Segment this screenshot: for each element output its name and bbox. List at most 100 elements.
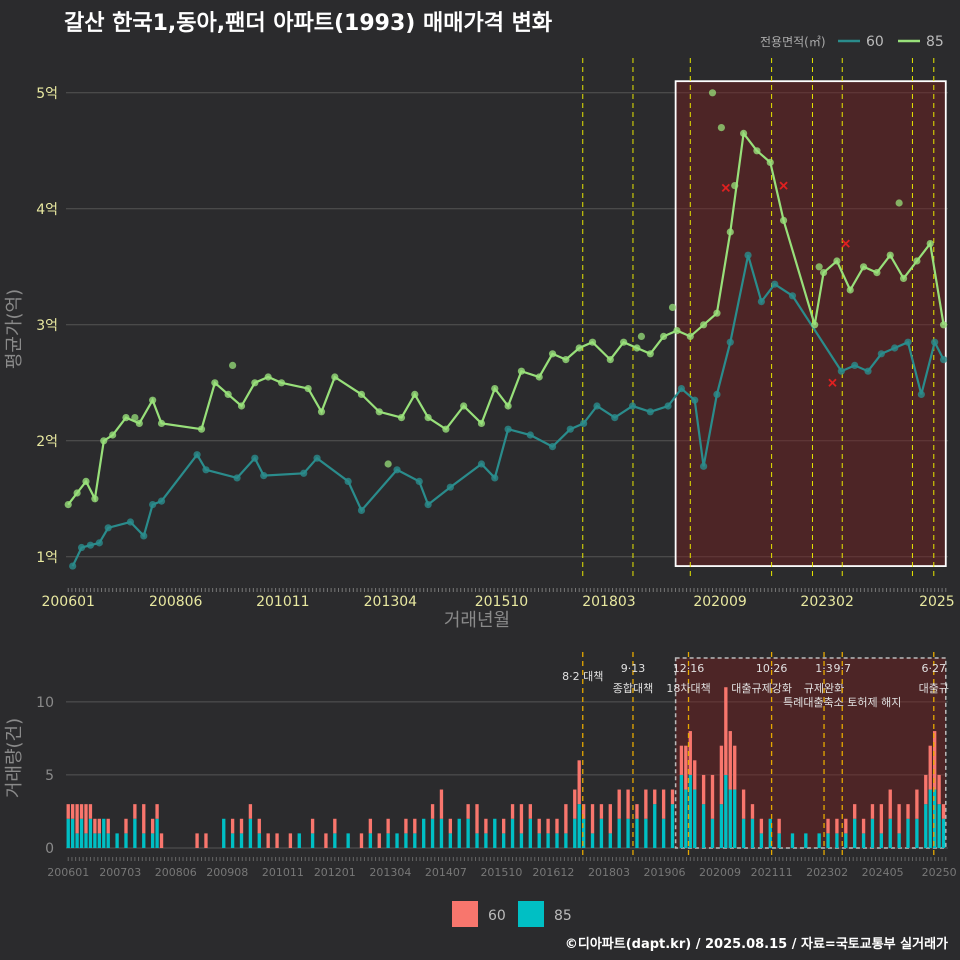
volume-bar-60 <box>159 833 164 848</box>
volume-bar-85 <box>422 818 426 848</box>
point-85 <box>135 419 143 427</box>
volume-bar-85 <box>710 818 715 848</box>
point-85 <box>535 373 543 381</box>
volume-bar-85 <box>257 833 261 848</box>
point-60 <box>157 497 166 505</box>
point-85 <box>64 501 72 509</box>
point-85-extra <box>384 460 392 468</box>
x-tick-label-volume: 20250 <box>922 866 957 879</box>
volume-bar-60 <box>661 789 666 819</box>
point-60 <box>611 414 619 422</box>
cancelled-marker <box>721 183 730 193</box>
point-60 <box>344 477 352 485</box>
point-85 <box>264 373 272 381</box>
volume-bar-60 <box>510 804 515 819</box>
volume-bar-85 <box>661 818 666 848</box>
point-85-extra <box>229 361 237 369</box>
volume-bar-85 <box>768 818 772 848</box>
point-60 <box>691 396 699 404</box>
x-tick-label-volume: 200703 <box>99 866 141 879</box>
volume-bar-85 <box>937 804 941 848</box>
x-tick-label-volume: 201011 <box>262 866 304 879</box>
cancelled-stroke <box>828 378 837 387</box>
point-85 <box>82 477 90 485</box>
volume-bar-85 <box>448 833 453 848</box>
volume-bar-85 <box>924 804 928 848</box>
point-85 <box>939 321 948 329</box>
point-85 <box>122 414 130 422</box>
point-60 <box>757 298 765 306</box>
legend-title: 전용면적(㎡) <box>760 35 826 49</box>
point-85 <box>779 216 788 224</box>
volume-bar-85 <box>102 818 106 848</box>
volume-bar-85 <box>484 833 488 848</box>
point-85 <box>442 425 450 433</box>
volume-bar-85 <box>430 818 435 848</box>
volume-bar-85 <box>475 833 479 848</box>
point-60 <box>504 425 512 433</box>
volume-bar-60 <box>844 818 848 834</box>
point-85 <box>766 158 774 166</box>
policy-date: 9·13 <box>621 662 646 675</box>
point-85 <box>686 332 694 340</box>
point-85 <box>726 228 734 236</box>
volume-bar-60 <box>741 789 746 819</box>
volume-bar-60 <box>888 789 892 819</box>
point-60 <box>548 443 557 451</box>
policy-name: 대출규제강화 <box>731 682 792 695</box>
point-60 <box>77 543 86 552</box>
point-85 <box>331 373 339 381</box>
volume-bar-85 <box>75 833 79 848</box>
volume-bar-85 <box>79 818 84 848</box>
volume-bar-60 <box>484 818 488 834</box>
x-tick-label-volume: 202111 <box>751 866 793 879</box>
volume-bar-85 <box>577 804 581 848</box>
volume-bar-60 <box>537 818 541 834</box>
point-60 <box>566 425 574 433</box>
point-60 <box>313 454 321 462</box>
policy-date: 12·16 <box>673 662 705 675</box>
volume-bar-60 <box>519 804 524 834</box>
point-85 <box>811 321 819 329</box>
volume-bar-60 <box>733 745 737 790</box>
volume-bar-60 <box>861 818 866 834</box>
volume-bar-85 <box>879 833 884 848</box>
cancelled-marker <box>779 181 788 190</box>
volume-bar-60 <box>204 833 208 848</box>
volume-bar-60 <box>502 818 506 834</box>
volume-bar-85 <box>733 789 737 848</box>
legend-label-85: 85 <box>926 34 944 50</box>
volume-bar-60 <box>915 789 919 819</box>
point-85 <box>819 269 828 277</box>
volume-bar-60 <box>324 833 328 848</box>
x-tick-label: 2025 <box>919 594 955 610</box>
point-85 <box>424 414 432 422</box>
volume-bar-85 <box>150 833 155 848</box>
volume-bar-60 <box>288 833 293 848</box>
volume-bar-85 <box>724 774 728 848</box>
x-tick-label: 202009 <box>693 594 746 610</box>
point-85 <box>873 269 881 277</box>
x-tick-label-volume: 200601 <box>47 866 89 879</box>
volume-bar-85 <box>933 789 937 848</box>
volume-bar-85 <box>97 833 101 848</box>
volume-bar-60 <box>617 789 621 819</box>
point-60 <box>891 344 899 352</box>
point-85 <box>833 257 841 265</box>
volume-bar-60 <box>577 760 581 805</box>
point-60 <box>526 431 534 439</box>
point-85 <box>646 350 654 358</box>
volume-bar-60 <box>573 789 577 819</box>
point-60 <box>126 518 135 526</box>
volume-bar-60 <box>275 833 279 848</box>
volume-bar-60 <box>93 818 97 834</box>
volume-bar-85 <box>915 818 919 848</box>
volume-bar-60 <box>626 789 630 819</box>
point-85 <box>491 385 499 393</box>
point-85 <box>375 408 383 416</box>
volume-bar-85 <box>88 818 93 848</box>
volume-bar-85 <box>230 833 235 848</box>
volume-bar-85 <box>124 833 128 848</box>
